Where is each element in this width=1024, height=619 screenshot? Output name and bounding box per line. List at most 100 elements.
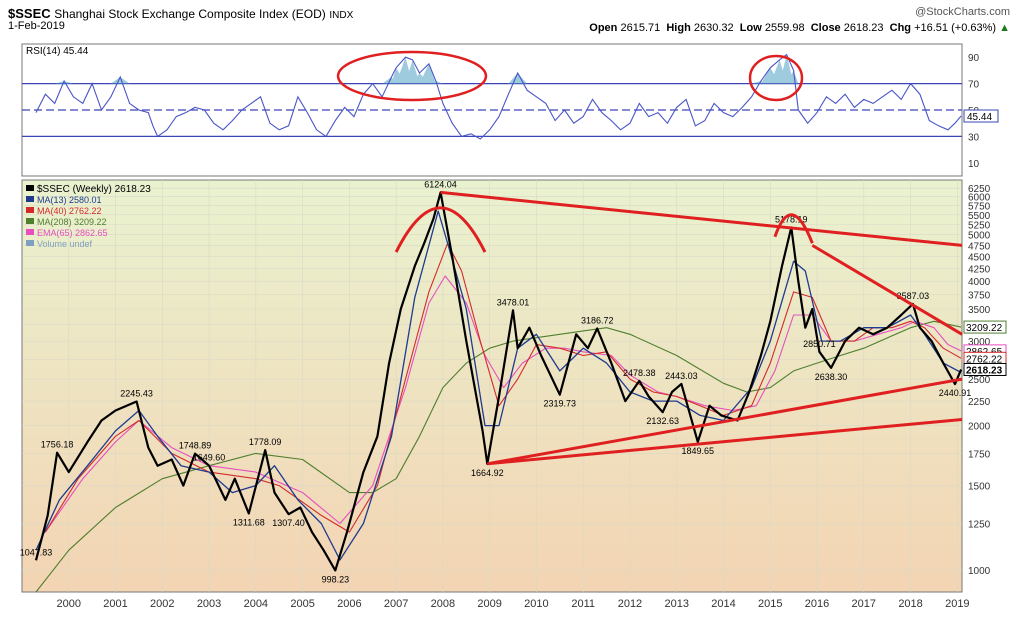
x-tick-label: 2018 [898,598,922,610]
right-value-label: 2762.22 [966,354,1003,365]
rsi-tick-label: 90 [968,53,980,64]
y-tick-label: 3750 [968,291,991,302]
y-tick-label: 4500 [968,253,991,264]
y-tick-label: 5000 [968,231,991,242]
x-tick-label: 2006 [337,598,361,610]
rsi-circle-annotation [748,54,804,102]
resistance-trendline [811,244,963,336]
y-tick-label: 2250 [968,397,991,408]
data-label: 1849.65 [681,446,714,456]
y-tick-label: 1500 [968,482,991,493]
legend-swatch [26,185,34,191]
right-value-label: 2618.23 [966,365,1003,376]
legend-entry: MA(40) 2762.22 [37,206,102,216]
rsi-tick-label: 30 [968,132,980,143]
x-tick-label: 2009 [477,598,501,610]
support-trendline [487,377,963,466]
y-tick-label: 5500 [968,211,991,222]
data-label: 2478.38 [623,368,656,378]
series-line [34,191,963,572]
y-tick-label: 1250 [968,520,991,531]
x-tick-label: 2016 [805,598,829,610]
rsi-label: RSI(14) 45.44 [26,46,89,57]
x-tick-label: 2003 [197,598,221,610]
legend-entry: EMA(65) 2862.65 [37,228,108,238]
ohlc-readout: Open 2615.71 High 2630.32 Low 2559.98 Cl… [589,22,1010,34]
y-tick-label: 3000 [968,337,991,348]
data-label: 1748.89 [179,441,212,451]
data-label: 1047.83 [20,547,53,557]
x-tick-label: 2005 [290,598,314,610]
x-tick-label: 2010 [524,598,548,610]
x-tick-label: 2019 [945,598,969,610]
legend-swatch [26,240,34,246]
legend-swatch [26,196,34,202]
up-arrow-icon: ▲ [999,22,1010,34]
data-label: 3186.72 [581,316,614,326]
rsi-circle-annotation [336,50,488,102]
high-value: 2630.32 [693,22,734,34]
low-value: 2559.98 [764,22,805,34]
price-panel-frame [21,179,963,593]
rsi-last-box [963,109,999,123]
data-label: 6124.04 [424,179,457,189]
x-tick-label: 2000 [57,598,81,610]
data-label: 5178.19 [775,214,808,224]
y-tick-label: 4000 [968,277,991,288]
symbol: $SSEC [8,6,51,21]
y-tick-label: 2000 [968,422,991,433]
open-label: Open [589,22,618,34]
right-value-box [963,320,1007,334]
data-label: 2850.71 [803,339,836,349]
y-tick-label: 6000 [968,193,991,204]
y-tick-label: 2500 [968,375,991,386]
data-label: 1778.09 [249,437,282,447]
data-label: 1649.60 [193,453,226,463]
x-tick-label: 2011 [571,598,595,610]
legend-entry: Volume undef [37,239,93,249]
legend-swatch [26,207,34,213]
price-panel: 1000125015001750200022502500275030003250… [20,179,1007,610]
data-label: 998.23 [322,574,350,584]
x-tick-label: 2013 [664,598,688,610]
rsi-overbought-fill [54,54,799,84]
rsi-line [35,53,962,140]
chg-value: +16.51 (+0.63%) [914,22,997,34]
data-label: 2319.73 [544,399,577,409]
data-label: 3587.03 [897,291,930,301]
data-label: 3478.01 [497,297,530,307]
series-line [35,320,962,593]
stockcharts-logo: @StockCharts.com [915,6,1010,18]
chart-title: $SSEC Shanghai Stock Exchange Composite … [8,6,353,21]
rsi-last-label: 45.44 [967,112,992,123]
data-label: 1307.40 [272,518,305,528]
legend-entry: MA(208) 3209.22 [37,217,107,227]
chg-label: Chg [889,22,912,34]
exchange: INDX [329,10,354,21]
x-tick-label: 2002 [150,598,174,610]
rsi-tick-label: 70 [968,80,980,91]
close-value: 2618.23 [843,22,884,34]
index-name: Shanghai Stock Exchange Composite Index … [54,7,326,21]
y-tick-label: 4750 [968,241,991,252]
resistance-trendline [440,190,963,247]
x-tick-label: 2007 [384,598,408,610]
x-tick-label: 2004 [244,598,268,610]
x-tick-label: 2015 [758,598,782,610]
x-tick-label: 2001 [103,598,127,610]
data-label: 1756.18 [41,440,74,450]
x-tick-label: 2014 [711,598,735,610]
x-tick-label: 2012 [618,598,642,610]
data-label: 1664.92 [471,468,504,478]
high-label: High [666,22,691,34]
chart-date: 1-Feb-2019 [8,20,65,32]
data-label: 2132.63 [646,416,679,426]
low-label: Low [739,22,762,34]
rsi-tick-label: 10 [968,159,980,170]
y-tick-label: 6250 [968,184,991,195]
legend-entry: MA(13) 2580.01 [37,195,102,205]
close-label: Close [810,22,841,34]
peak-arc-annotation [394,206,487,253]
